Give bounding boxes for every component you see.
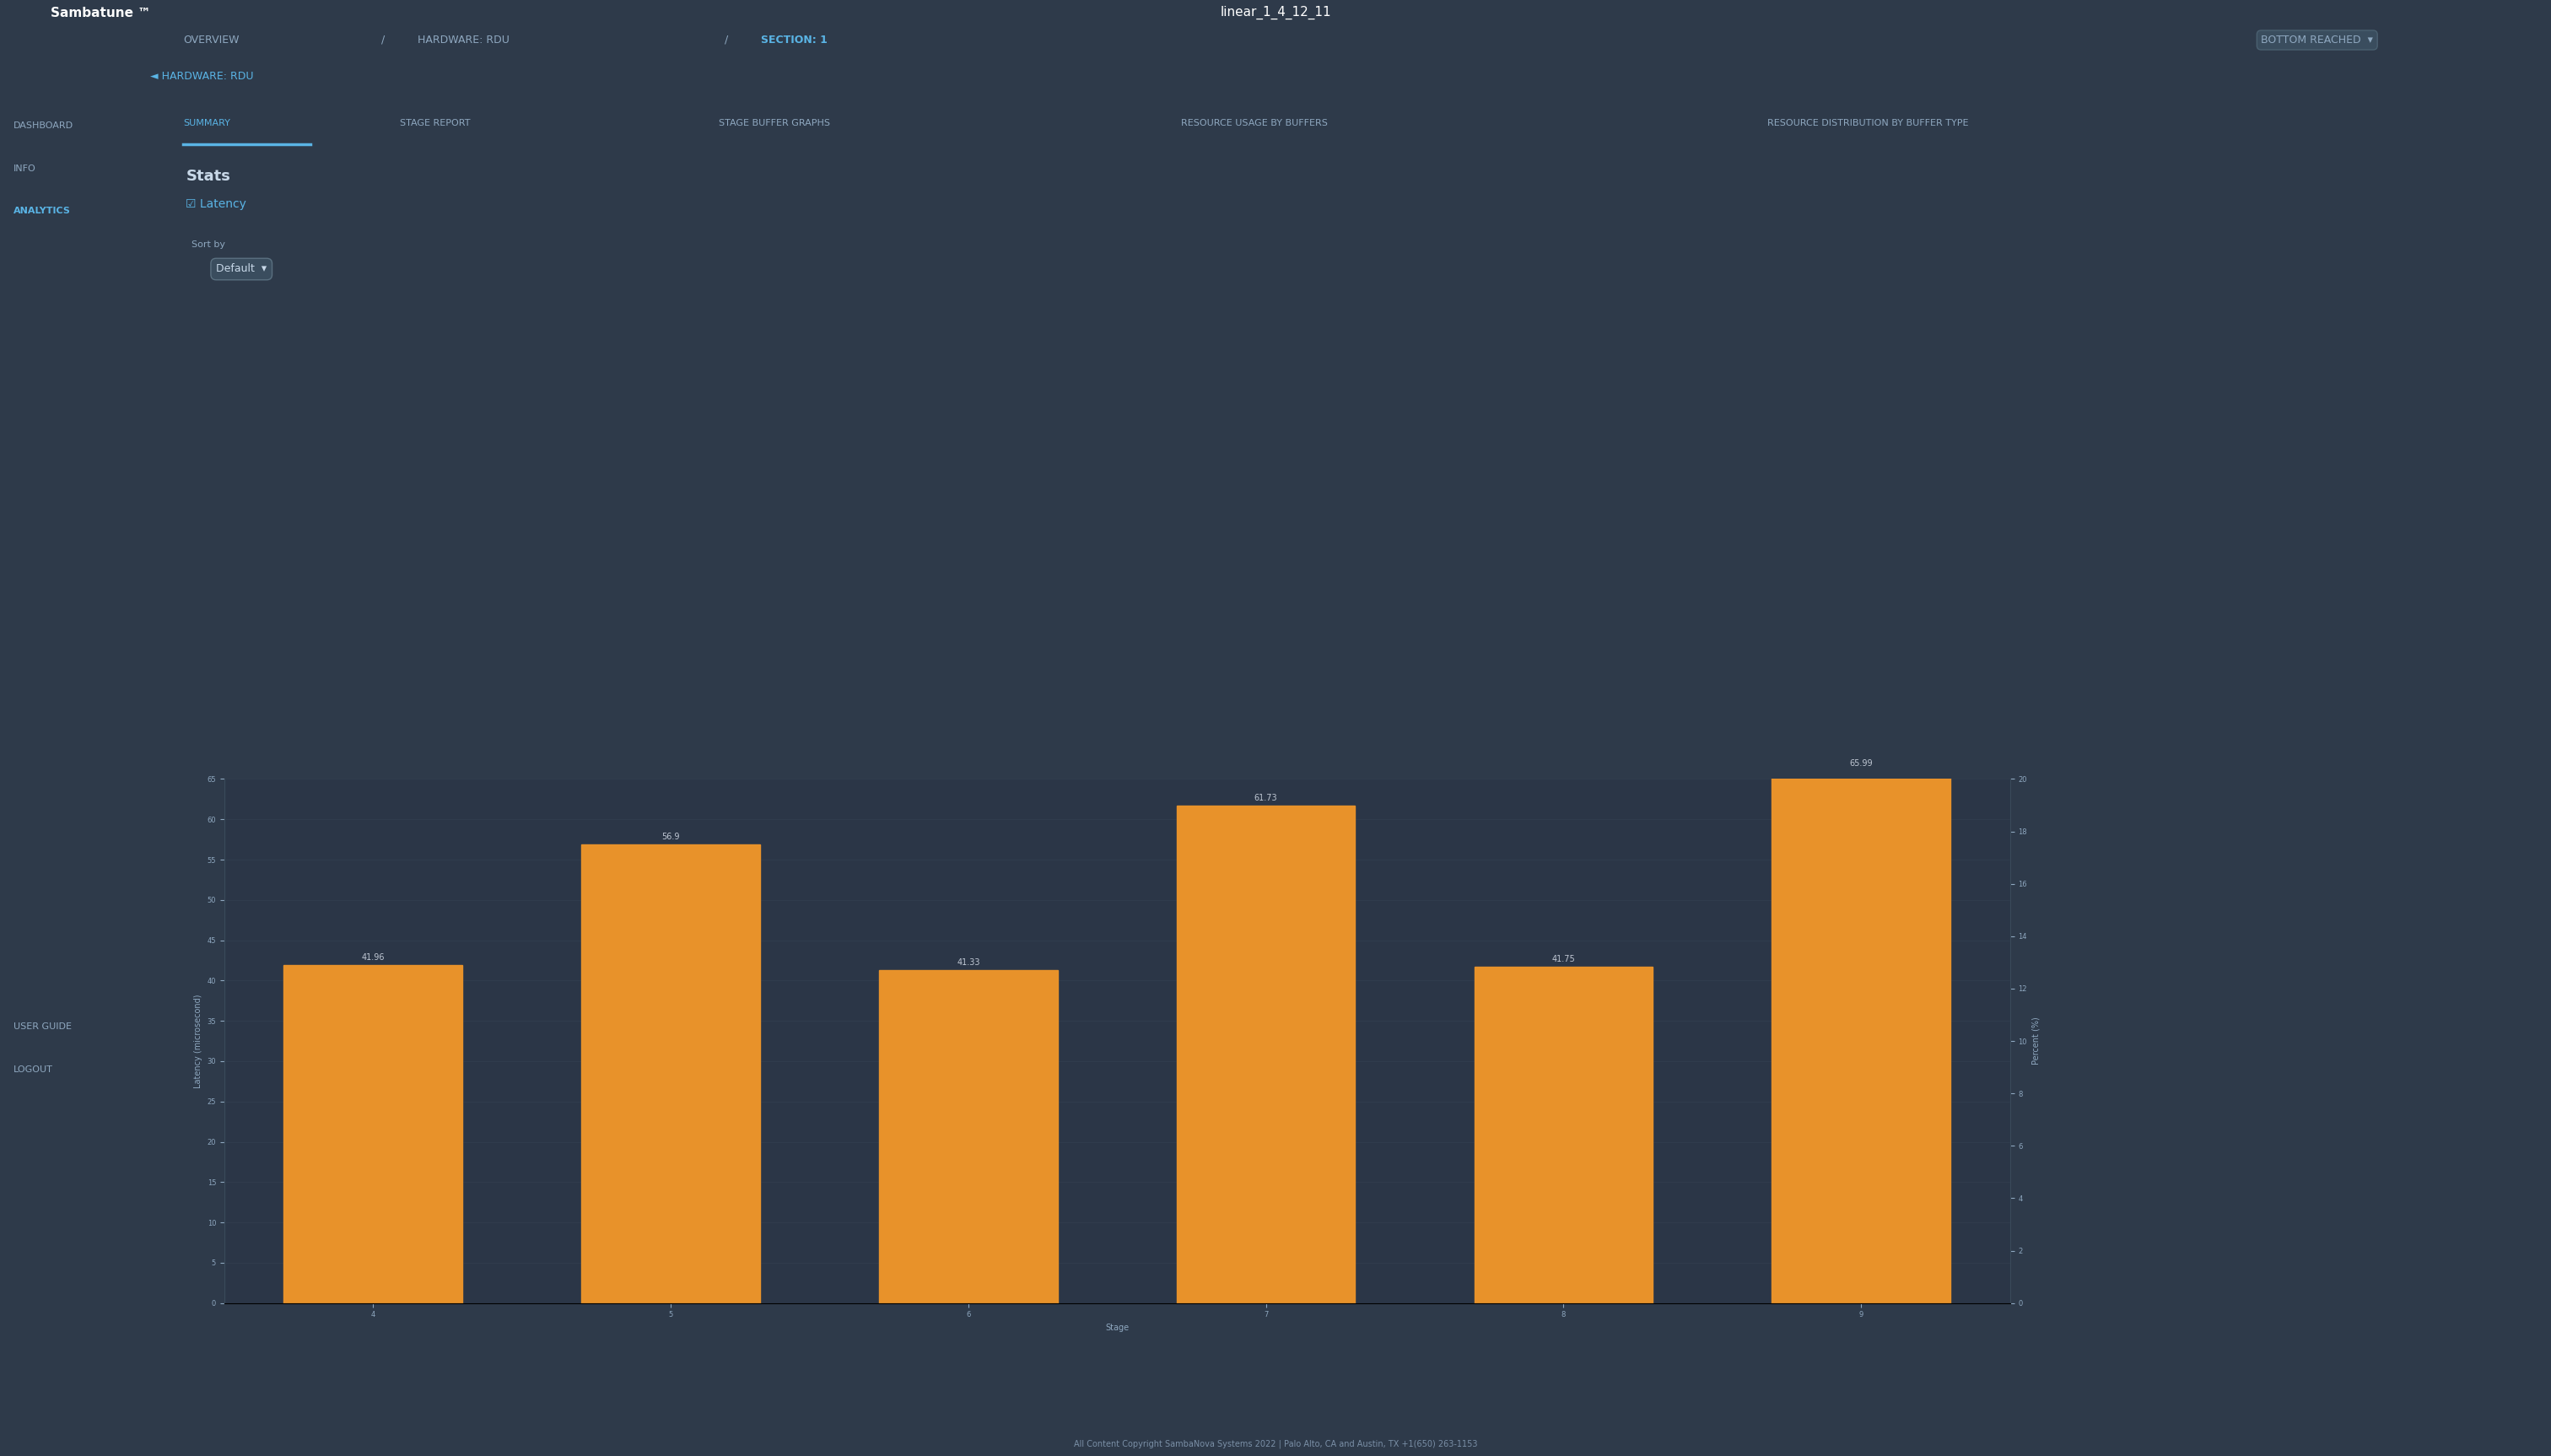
Bar (1773, 772, 1952, 1303)
Text: /: / (383, 35, 385, 45)
Bar (1474, 967, 1653, 1303)
Text: 61.73: 61.73 (1255, 794, 1278, 802)
Text: Default  ▾: Default ▾ (217, 264, 268, 275)
Text: SECTION: 1: SECTION: 1 (760, 35, 827, 45)
Text: 41.75: 41.75 (1551, 955, 1574, 964)
Text: RESOURCE DISTRIBUTION BY BUFFER TYPE: RESOURCE DISTRIBUTION BY BUFFER TYPE (1768, 119, 1969, 128)
Text: USER GUIDE: USER GUIDE (13, 1022, 71, 1031)
Y-axis label: Percent (%): Percent (%) (2031, 1018, 2041, 1064)
Bar (880, 970, 1059, 1303)
Bar (1176, 805, 1355, 1303)
Text: 56.9: 56.9 (661, 833, 679, 842)
Text: ☑ Latency: ☑ Latency (186, 198, 247, 210)
X-axis label: Stage: Stage (1105, 1324, 1130, 1332)
Text: 41.33: 41.33 (957, 958, 980, 967)
Text: INFO: INFO (13, 165, 36, 173)
Text: SUMMARY: SUMMARY (184, 119, 230, 128)
Text: All Content Copyright SambaNova Systems 2022 | Palo Alto, CA and Austin, TX +1(6: All Content Copyright SambaNova Systems … (1074, 1440, 1477, 1449)
Text: Stats: Stats (186, 169, 230, 183)
Text: STAGE BUFFER GRAPHS: STAGE BUFFER GRAPHS (719, 119, 829, 128)
Text: STAGE REPORT: STAGE REPORT (401, 119, 469, 128)
Text: 41.96: 41.96 (362, 954, 385, 961)
Text: Sambatune ™: Sambatune ™ (51, 6, 151, 19)
Y-axis label: Latency (microsecond): Latency (microsecond) (194, 994, 202, 1088)
Text: 65.99: 65.99 (1849, 760, 1872, 767)
Bar (582, 844, 760, 1303)
Text: /: / (724, 35, 727, 45)
Text: HARDWARE: RDU: HARDWARE: RDU (418, 35, 510, 45)
Text: linear_1_4_12_11: linear_1_4_12_11 (1219, 6, 1332, 19)
Bar (283, 965, 462, 1303)
Text: Sort by: Sort by (191, 240, 224, 249)
Text: LOGOUT: LOGOUT (13, 1066, 54, 1075)
Text: DASHBOARD: DASHBOARD (13, 121, 74, 130)
Text: ◄ HARDWARE: RDU: ◄ HARDWARE: RDU (151, 70, 253, 82)
Text: RESOURCE USAGE BY BUFFERS: RESOURCE USAGE BY BUFFERS (1181, 119, 1327, 128)
Text: OVERVIEW: OVERVIEW (184, 35, 240, 45)
Text: ANALYTICS: ANALYTICS (13, 207, 71, 215)
Text: BOTTOM REACHED  ▾: BOTTOM REACHED ▾ (2260, 35, 2372, 45)
